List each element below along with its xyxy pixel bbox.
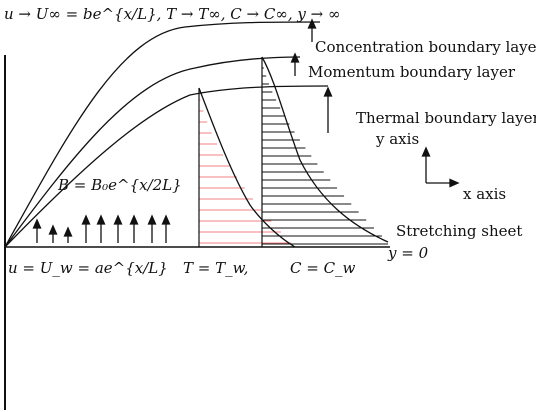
top-condition-label: u → U∞ = be^{x/L}, T → T∞, C → C∞, y → ∞ — [4, 5, 340, 23]
velocity-profile-curve — [261, 56, 389, 243]
wall-temperature-label: T = T_w, — [183, 259, 248, 277]
thermal-boundary-curve — [4, 85, 329, 248]
arrow-concentration — [307, 18, 317, 42]
concentration-layer-label: Concentration boundary layer — [315, 38, 536, 56]
magnetic-field-arrows — [32, 214, 171, 243]
axes-indicator — [421, 146, 460, 188]
magnetic-field-label: B = B₀e^{x/2L} — [57, 176, 182, 194]
arrow-thermal — [323, 86, 333, 133]
y-axis-label: y axis — [375, 130, 419, 148]
stretching-sheet-label: Stretching sheet — [396, 222, 522, 240]
y-zero-label: y = 0 — [387, 244, 429, 262]
wall-velocity-label: u = U_w = ae^{x/L} — [8, 259, 168, 277]
thermal-profile-curve — [198, 87, 296, 248]
arrow-momentum — [290, 52, 300, 76]
x-axis-label: x axis — [463, 185, 506, 203]
wall-concentration-label: C = C_w — [290, 259, 356, 277]
thermal-layer-label: Thermal boundary layer — [356, 109, 536, 127]
concentration-boundary-curve — [4, 21, 321, 248]
momentum-boundary-curve — [4, 56, 301, 248]
momentum-layer-label: Momentum boundary layer — [308, 63, 516, 81]
thermal-profile — [199, 99, 292, 244]
